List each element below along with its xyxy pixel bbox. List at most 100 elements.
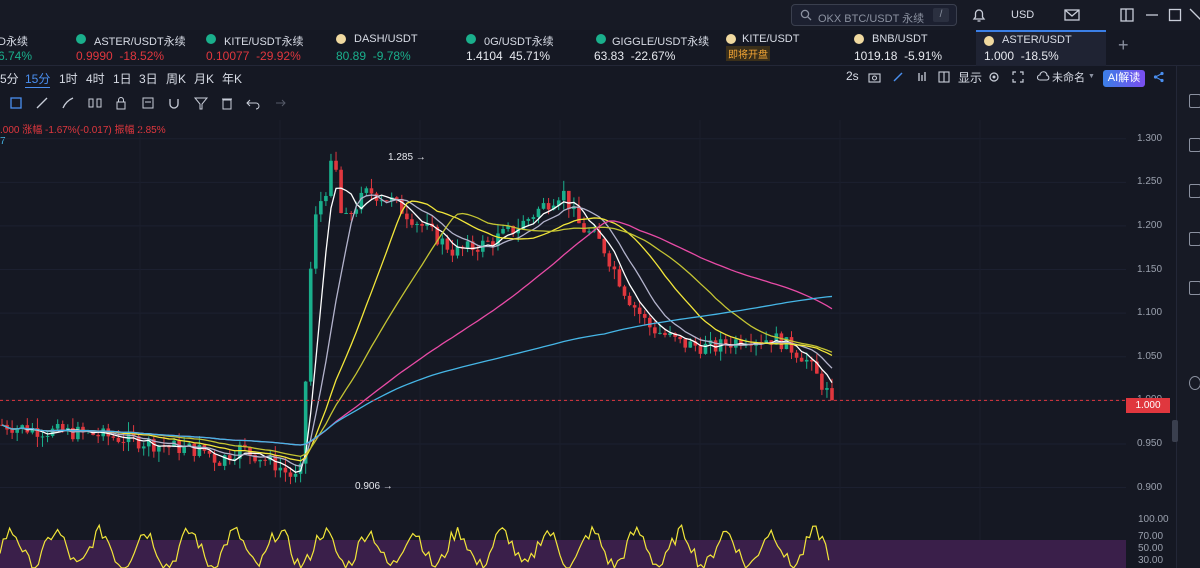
- candle-body: [60, 424, 65, 432]
- candle-body: [319, 201, 323, 215]
- currency-select[interactable]: USD ▼: [1005, 5, 1047, 40]
- coin-icon: [336, 34, 346, 44]
- candle-body: [531, 217, 536, 219]
- filter-tool-icon[interactable]: [193, 95, 209, 111]
- select-tool-icon[interactable]: [8, 95, 24, 111]
- candle-body: [496, 233, 500, 246]
- candle-body: [278, 467, 283, 471]
- ticker-tab-dash[interactable]: DASH/USDT 80.89 -9.78%: [334, 30, 462, 66]
- ticker-tab-kite-perp[interactable]: KITE/USDT永续 0.10077 -29.92%: [202, 30, 332, 66]
- candle-body: [334, 160, 338, 170]
- oscillator-line: [0, 523, 830, 568]
- candle-body: [359, 192, 364, 210]
- window-icon[interactable]: [1118, 6, 1136, 24]
- gear-icon[interactable]: [988, 71, 1000, 83]
- candle-body: [597, 230, 601, 239]
- list-icon[interactable]: [1189, 281, 1200, 295]
- candle-body: [688, 341, 693, 348]
- candle-body: [465, 241, 470, 249]
- period-5m[interactable]: 5分: [0, 72, 19, 86]
- camera-icon[interactable]: [868, 71, 881, 83]
- ticker-price-change: 0.10077 -29.92%: [206, 49, 301, 63]
- ai-analysis-button[interactable]: AI解读: [1103, 70, 1145, 87]
- bell-icon[interactable]: [970, 6, 988, 24]
- y-tick-label: 1.050: [1137, 350, 1163, 362]
- chart-scroll-handle[interactable]: [1172, 420, 1178, 442]
- ma-line: [1, 220, 833, 446]
- candle-body: [486, 240, 490, 242]
- pattern-tool-icon[interactable]: [87, 95, 103, 111]
- layout-name[interactable]: 未命名: [1052, 72, 1085, 84]
- ticker-tabs: D永续 6.74% ASTER/USDT永续 0.9990 -18.52% KI…: [0, 30, 1200, 66]
- ticker-price-change: 1.4104 45.71%: [466, 49, 551, 63]
- low-label: 0.906 →: [355, 481, 393, 492]
- candle-body: [658, 332, 662, 334]
- fullscreen-icon[interactable]: [1012, 71, 1024, 83]
- order-book-icon[interactable]: [1189, 94, 1200, 108]
- candle-body: [227, 455, 232, 461]
- candle-body: [233, 458, 237, 461]
- pen-icon[interactable]: [892, 71, 904, 83]
- period-4h[interactable]: 4时: [86, 72, 105, 86]
- ticker-tab-giggle-perp[interactable]: GIGGLE/USDT永续 63.83 -22.67%: [594, 30, 722, 66]
- candle-body: [572, 206, 576, 210]
- redo-icon[interactable]: [271, 95, 287, 111]
- period-year[interactable]: 年K: [222, 72, 243, 86]
- price-chart[interactable]: [0, 114, 1176, 568]
- brush-tool-icon[interactable]: [60, 95, 76, 111]
- ma-line: [1, 295, 833, 446]
- minimize-icon[interactable]: [1143, 6, 1161, 24]
- period-15m[interactable]: 15分: [25, 72, 51, 88]
- chevron-down-icon[interactable]: ▼: [1088, 73, 1095, 80]
- ticker-tab-0g-perp[interactable]: 0G/USDT永续 1.4104 45.71%: [464, 30, 592, 66]
- layout-icon[interactable]: [938, 71, 950, 83]
- ticker-tab-bnb[interactable]: BNB/USDT 1019.18 -5.91%: [852, 30, 972, 66]
- add-tab-icon[interactable]: +: [1118, 35, 1129, 55]
- candle-body: [567, 190, 571, 210]
- close-icon[interactable]: [1187, 6, 1200, 24]
- line-tool-icon[interactable]: [34, 95, 50, 111]
- maximize-icon[interactable]: [1166, 6, 1184, 24]
- search-box[interactable]: OKX BTC/USDT 永续 /: [791, 4, 957, 26]
- candle-body: [420, 224, 424, 226]
- candle-body: [182, 445, 186, 453]
- candle-body: [622, 286, 627, 296]
- trend-icon[interactable]: [1189, 184, 1200, 198]
- candle-body: [410, 219, 414, 225]
- candle-body: [830, 388, 834, 401]
- coin-icon: [726, 34, 736, 44]
- candle-body: [450, 249, 455, 256]
- magnet-tool-icon[interactable]: [166, 95, 182, 111]
- refresh-interval[interactable]: 2s: [846, 69, 859, 83]
- display-menu[interactable]: 显示: [958, 71, 983, 85]
- candle-body: [324, 195, 328, 202]
- period-1d[interactable]: 1日: [113, 72, 132, 86]
- ticker-tab-0[interactable]: D永续 6.74%: [0, 30, 70, 66]
- candle-body: [632, 305, 637, 308]
- candle-body: [329, 160, 333, 196]
- clock-icon[interactable]: [1189, 376, 1200, 390]
- ticker-tab-aster-perp[interactable]: ASTER/USDT永续 0.9990 -18.52%: [72, 30, 200, 66]
- period-month[interactable]: 月K: [194, 72, 215, 86]
- ticker-name: 0G/USDT永续: [484, 36, 554, 48]
- mail-icon[interactable]: [1063, 6, 1081, 24]
- undo-icon[interactable]: [245, 95, 261, 111]
- candle-body: [217, 462, 222, 466]
- candle-body: [501, 229, 505, 234]
- period-3d[interactable]: 3日: [139, 72, 158, 86]
- period-week[interactable]: 周K: [166, 72, 187, 86]
- oscillator-tick-label: 100.00: [1138, 514, 1169, 525]
- candle-body: [207, 450, 212, 454]
- bars-icon[interactable]: [916, 71, 928, 83]
- right-sidebar: [1176, 66, 1200, 568]
- period-1h[interactable]: 1时: [59, 72, 78, 86]
- ticker-tab-aster-spot[interactable]: ASTER/USDT 1.000 -18.5%: [976, 30, 1106, 66]
- ticker-tab-kite-spot[interactable]: KITE/USDT 即将开盘: [724, 30, 844, 66]
- candle-body: [35, 428, 40, 437]
- trash-icon[interactable]: [219, 95, 235, 111]
- notes-icon[interactable]: [1189, 138, 1200, 152]
- depth-icon[interactable]: [1189, 232, 1200, 246]
- note-tool-icon[interactable]: [140, 95, 156, 111]
- lock-tool-icon[interactable]: [113, 95, 129, 111]
- share-icon[interactable]: [1153, 71, 1165, 83]
